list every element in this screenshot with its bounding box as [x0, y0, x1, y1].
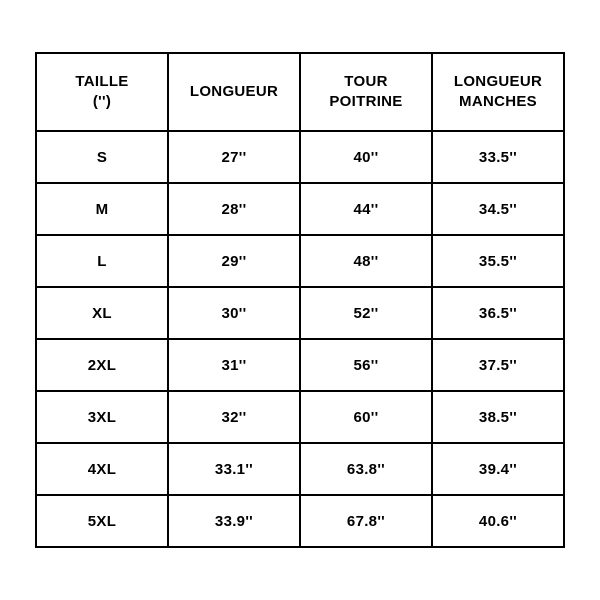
cell-sleeve: 34.5'' [432, 183, 564, 235]
table-row: 4XL 33.1'' 63.8'' 39.4'' [36, 443, 564, 495]
table-row: XL 30'' 52'' 36.5'' [36, 287, 564, 339]
cell-sleeve: 39.4'' [432, 443, 564, 495]
cell-sleeve: 37.5'' [432, 339, 564, 391]
cell-length: 29'' [168, 235, 300, 287]
cell-length: 27'' [168, 131, 300, 183]
table-row: 2XL 31'' 56'' 37.5'' [36, 339, 564, 391]
cell-chest: 48'' [300, 235, 432, 287]
cell-chest: 67.8'' [300, 495, 432, 547]
cell-chest: 56'' [300, 339, 432, 391]
cell-length: 28'' [168, 183, 300, 235]
column-header-longueur-manches: LONGUEUR MANCHES [432, 53, 564, 131]
cell-length: 33.9'' [168, 495, 300, 547]
cell-sleeve: 40.6'' [432, 495, 564, 547]
cell-length: 30'' [168, 287, 300, 339]
cell-size: L [36, 235, 168, 287]
cell-length: 33.1'' [168, 443, 300, 495]
cell-size: 5XL [36, 495, 168, 547]
size-table: TAILLE ('') LONGUEUR TOUR POITRINE LONGU… [35, 52, 565, 548]
table-row: 5XL 33.9'' 67.8'' 40.6'' [36, 495, 564, 547]
table-row: L 29'' 48'' 35.5'' [36, 235, 564, 287]
table-header-row: TAILLE ('') LONGUEUR TOUR POITRINE LONGU… [36, 53, 564, 131]
cell-chest: 52'' [300, 287, 432, 339]
column-header-longueur: LONGUEUR [168, 53, 300, 131]
table-row: M 28'' 44'' 34.5'' [36, 183, 564, 235]
cell-sleeve: 33.5'' [432, 131, 564, 183]
cell-size: M [36, 183, 168, 235]
cell-sleeve: 36.5'' [432, 287, 564, 339]
cell-size: 4XL [36, 443, 168, 495]
cell-size: 2XL [36, 339, 168, 391]
column-header-taille: TAILLE ('') [36, 53, 168, 131]
cell-chest: 63.8'' [300, 443, 432, 495]
cell-chest: 40'' [300, 131, 432, 183]
cell-chest: 60'' [300, 391, 432, 443]
cell-size: 3XL [36, 391, 168, 443]
cell-chest: 44'' [300, 183, 432, 235]
cell-size: S [36, 131, 168, 183]
cell-length: 32'' [168, 391, 300, 443]
table-row: 3XL 32'' 60'' 38.5'' [36, 391, 564, 443]
size-table-container: TAILLE ('') LONGUEUR TOUR POITRINE LONGU… [35, 52, 565, 548]
cell-length: 31'' [168, 339, 300, 391]
cell-sleeve: 35.5'' [432, 235, 564, 287]
cell-sleeve: 38.5'' [432, 391, 564, 443]
cell-size: XL [36, 287, 168, 339]
table-row: S 27'' 40'' 33.5'' [36, 131, 564, 183]
column-header-tour-poitrine: TOUR POITRINE [300, 53, 432, 131]
